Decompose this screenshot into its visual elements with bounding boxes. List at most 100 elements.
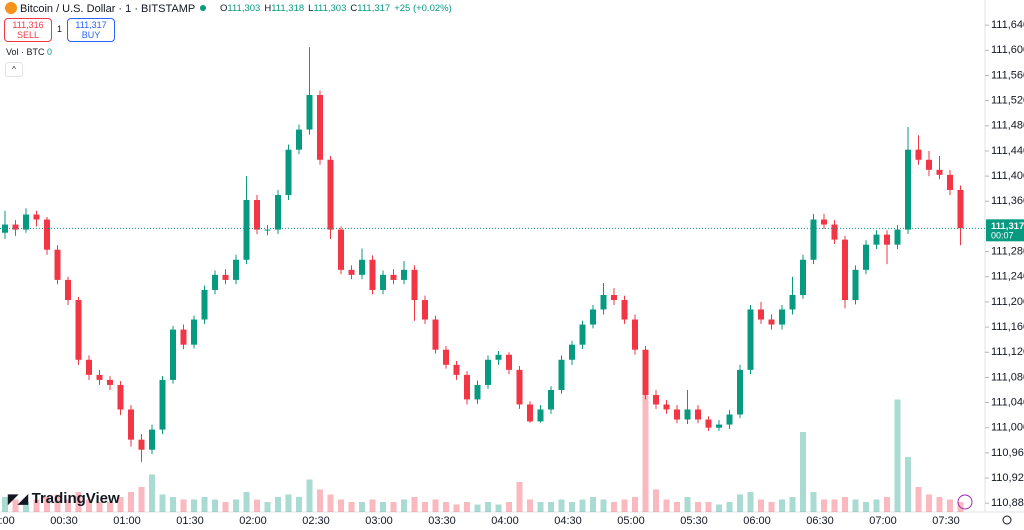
volume-bar [117,497,124,512]
candle-body [905,149,911,230]
ohlc-key: L [308,3,314,14]
y-tick-label: 111,600 [991,44,1024,56]
volume-bar [2,497,8,512]
candle-body [285,149,292,195]
volume-bar [810,492,817,512]
y-tick-label: 111,200 [991,296,1024,308]
candle-body [621,300,628,320]
volume-bar [674,502,680,512]
volume-bar [317,489,323,512]
volume-bar [663,499,670,512]
volume-bar [348,502,355,512]
sell-button[interactable]: 111,316 SELL [4,18,52,42]
candle-body [558,359,565,390]
x-tick-label: 07:30 [932,515,960,527]
candle-body [422,300,428,320]
candle-body [726,414,733,425]
volume-bar [863,502,869,512]
y-tick-label: 111,400 [991,170,1024,182]
volume-bar [474,504,481,512]
y-tick-label: 111,000 [991,422,1024,434]
change: +25 (+0.02%) [394,3,452,14]
candle-body [233,259,239,280]
x-tick-label: 00:30 [50,515,78,527]
y-tick-label: 111,560 [991,69,1024,81]
y-tick-label: 111,360 [991,195,1024,207]
candle-body [44,219,50,250]
x-tick-label: 05:00 [617,515,645,527]
candle-body [926,159,932,170]
buy-price: 111,317 [75,20,107,30]
candle-body [758,309,764,320]
volume-bar [495,504,502,512]
y-tick-label: 111,120 [991,346,1024,358]
volume-bar [107,502,113,512]
candle-body [2,224,8,233]
candle-body [149,429,155,450]
countdown: 00:07 [991,231,1014,241]
alert-icon[interactable] [957,494,973,510]
candle-body [359,259,365,275]
volume-bar [705,502,712,512]
volume-bar [411,497,418,512]
status-dot [200,5,206,11]
volume-bar [527,499,533,512]
candle-body [12,224,19,230]
settings-icon[interactable] [1002,515,1012,525]
volume-bar [86,499,92,512]
candle-body [884,234,890,245]
candle-body [705,419,712,428]
x-tick-label: 02:00 [239,515,267,527]
volume-bar [222,502,229,512]
collapse-button[interactable]: ^ [5,62,23,77]
volume-bar [842,497,848,512]
candle-body [611,294,617,301]
volume-bar [579,499,586,512]
candle-body [674,409,680,420]
x-tick-label: 04:30 [554,515,582,527]
candle-body [338,229,344,270]
volume-bar [600,499,607,512]
candle-body [863,244,869,270]
candle-body [852,269,859,301]
candle-body [516,369,523,405]
candle-body [821,219,827,225]
volume-bar [926,494,932,512]
symbol[interactable]: Bitcoin / U.S. Dollar · 1 · BITSTAMP [20,3,196,15]
candle-body [831,224,838,240]
candle-body [23,214,29,230]
volume-bar [537,502,544,512]
x-tick-label: 06:00 [743,515,771,527]
volume-bar [894,399,901,512]
candle-body [737,369,743,415]
candle-body [779,309,785,325]
volume-bar [212,499,218,512]
logo-text: TradingView [31,490,120,507]
candle-body [548,389,554,410]
volume-bar [611,502,617,512]
sell-price: 111,316 [12,20,44,30]
volume-bar [873,499,880,512]
x-tick-label: 01:00 [113,515,141,527]
volume-bar [296,497,302,512]
volume-bar [264,502,271,512]
buy-button[interactable]: 111,317 BUY [67,18,115,42]
volume-bar [170,497,176,512]
candle-body [663,404,670,410]
candle-body [128,409,134,440]
candle-body [600,294,607,310]
volume-bar [632,497,638,512]
volume-bar [275,497,281,512]
candle-body [642,349,649,396]
volume-bar [621,499,628,512]
volume-bar [789,497,796,512]
candle-body [747,309,754,370]
y-tick-label: 111,240 [991,271,1024,283]
volume-bar [65,499,71,512]
logo: ◤◢ TradingView [8,490,120,507]
volume-bar [128,492,134,512]
candle-body [464,374,470,400]
candle-body [800,259,806,295]
volume-bar [548,502,554,512]
